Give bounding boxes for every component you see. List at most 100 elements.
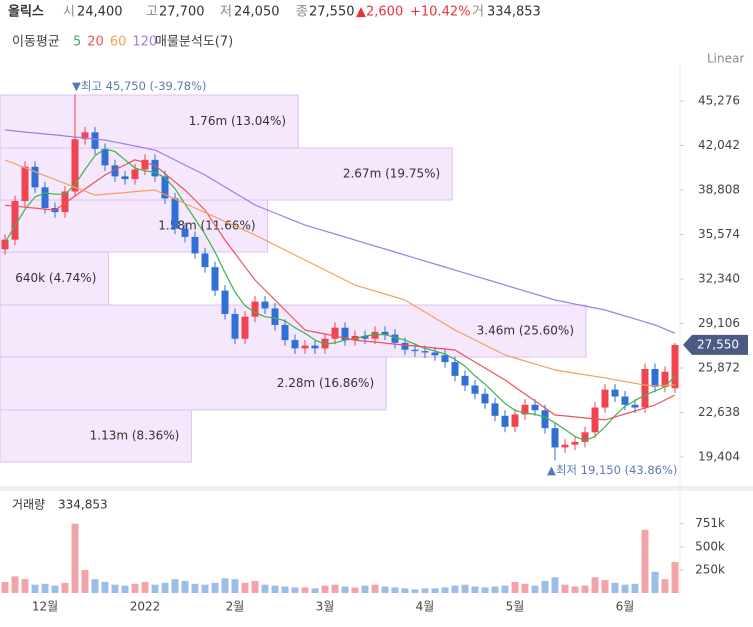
profile-bar [0,409,192,463]
volume-bar [401,588,409,593]
candle-body [111,165,119,177]
y-tick-label: 42,042 [698,138,740,152]
volume-bar [211,582,219,593]
candle-body [661,371,669,387]
candle-body [611,389,619,397]
volume-bar [81,569,89,593]
candle-body [431,352,439,356]
volume-bar [301,587,309,593]
y-tick-label: 22,638 [698,405,740,419]
candle-body [471,385,479,394]
volume-bar [11,576,19,593]
volume-bar [131,583,139,593]
y-tick-label: 38,808 [698,183,740,197]
candle-body [541,410,549,429]
volume-label: 거 [472,5,484,20]
profile-label: 2.67m (19.75%) [343,167,440,181]
volume-bar [611,582,619,593]
profile-label: 매물분석도(7) [155,35,233,50]
volume-bar [501,585,509,593]
profile-label: 640k (4.74%) [15,271,96,285]
y-tick-label: 25,872 [698,361,740,375]
ma-line [4,148,676,442]
volume-bar [471,586,479,593]
volume-tick-label: 250k [695,562,725,576]
candle-body [121,176,129,180]
volume-bar [181,581,189,593]
price-tag [683,334,748,355]
volume-bar [91,579,99,593]
x-tick-label: 2022 [130,600,161,614]
volume-bar [381,586,389,593]
candle-body [561,444,569,448]
x-tick-label: 5월 [506,600,525,614]
candle-body [261,301,269,309]
volume-bar [441,587,449,593]
volume-bar [61,582,69,593]
volume-bar [141,581,149,593]
candle-body [81,132,89,140]
profile-label: 2.28m (16.86%) [277,376,374,390]
volume-bar [481,587,489,593]
volume-bar [201,584,209,593]
candle-body [601,389,609,408]
candle-body [281,324,289,341]
header: 올릭스 시 24,400 고 27,700 저 24,050 종 27,550 … [8,4,744,66]
high-annotation: ▼최고 45,750 (-39.78%) [72,79,207,93]
candle-body [671,344,679,389]
volume-bar [561,584,569,593]
candle-body [211,267,219,291]
y-tick-label: 19,404 [698,450,740,464]
candle-body [371,331,379,339]
volume-bar [281,586,289,593]
candle-body [521,404,529,415]
open-value: 24,400 [77,5,123,20]
volume-bar [291,587,299,593]
profile-label: 1.13m (8.36%) [90,429,180,443]
volume-bar [631,583,639,593]
volume-bar [261,584,269,593]
profile-label: 1.76m (13.04%) [189,114,286,128]
volume-bar [411,589,419,593]
volume-bar [461,584,469,593]
candle-body [61,191,69,213]
volume-bar [1,581,9,593]
x-tick-label: 6월 [616,600,635,614]
candle-body [331,327,339,339]
ma-line [4,159,676,421]
scale-label: Linear [707,52,744,66]
volume-bar [421,588,429,593]
candle-body [251,301,259,317]
y-tick-label: 45,276 [698,94,740,108]
candle-body [391,334,399,343]
candle-body [11,201,19,240]
candle-body [381,331,389,335]
volume-bar [541,581,549,593]
candle-body [271,308,279,325]
volume-bar [311,588,319,593]
price-tag-label: 27,550 [697,337,739,351]
candle-body [91,132,99,149]
volume-title: 거래량 [12,498,45,512]
change-pct: +10.42% [410,5,470,20]
volume-bar [331,584,339,593]
volume-bar [351,587,359,593]
candle-body [581,432,589,442]
y-tick-label: 35,574 [698,227,740,241]
volume-bar [101,581,109,593]
candle-body [411,349,419,352]
candle-body [171,198,179,229]
profile-label: 3.46m (25.60%) [477,324,574,338]
candle-body [141,159,149,170]
volume-bar [51,585,59,593]
candle-body [631,404,639,408]
volume-bar [151,584,159,593]
volume-bar [451,585,459,593]
candle-body [441,355,449,363]
volume-bar [241,582,249,593]
profile-bar [0,251,109,306]
volume-bar [531,585,539,593]
candle-body [361,335,369,339]
candle-body [311,345,319,349]
